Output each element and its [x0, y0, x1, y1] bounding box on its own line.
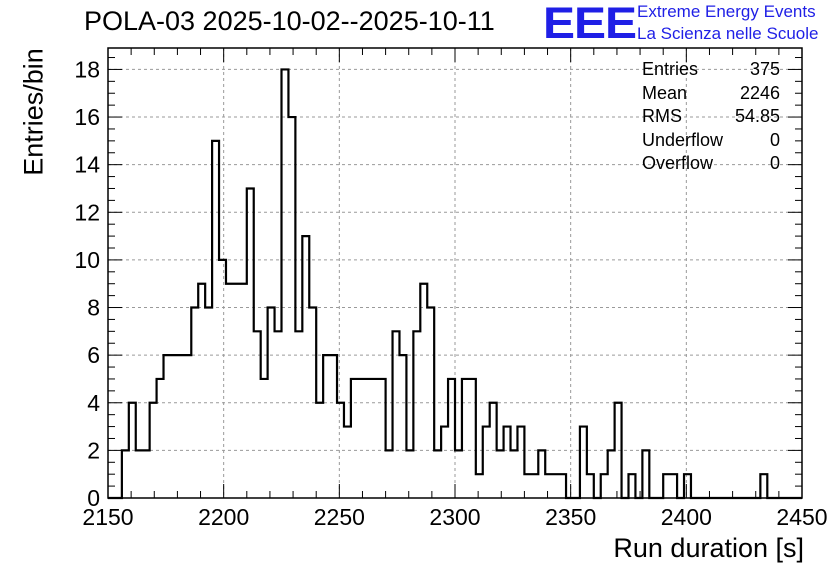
y-tick-label: 4 — [87, 390, 100, 416]
x-tick-label: 2450 — [776, 504, 827, 530]
stats-box: Entries 375 Mean 2246 RMS 54.85 Underflo… — [642, 58, 780, 176]
stat-value: 54.85 — [734, 106, 780, 126]
stat-underflow: Underflow 0 — [642, 129, 780, 153]
y-tick-label: 16 — [74, 104, 100, 130]
stat-label: Entries — [642, 59, 699, 79]
logo-line-2: La Scienza nelle Scuole — [637, 24, 819, 43]
y-tick-label: 0 — [87, 485, 100, 511]
y-tick-labels: 0 2 4 6 8 10 12 14 16 18 — [74, 56, 100, 511]
x-tick-label: 2150 — [82, 504, 133, 530]
stat-overflow: Overflow 0 — [642, 152, 780, 176]
chart-title: POLA-03 2025-10-02--2025-10-11 — [84, 6, 495, 36]
y-tick-label: 2 — [87, 437, 100, 463]
stat-label: Overflow — [642, 153, 714, 173]
y-tick-label: 10 — [74, 247, 100, 273]
stat-value: 375 — [749, 59, 780, 79]
grid-lines — [108, 48, 802, 498]
stat-entries: Entries 375 — [642, 58, 780, 82]
y-axis-label: Entries/bin — [18, 48, 49, 176]
stat-label: RMS — [642, 106, 682, 126]
y-tick-label: 12 — [74, 199, 100, 225]
logo-line-1: Extreme Energy Events — [637, 2, 816, 21]
x-axis-label: Run duration [s] — [613, 533, 804, 563]
y-tick-label: 18 — [74, 56, 100, 82]
x-tick-label: 2300 — [429, 504, 480, 530]
stat-label: Underflow — [642, 129, 724, 150]
x-tick-label: 2350 — [545, 504, 596, 530]
stat-value: 0 — [769, 153, 780, 173]
x-tick-labels: 2150 2200 2250 2300 2350 2400 2450 — [82, 504, 827, 530]
stat-rms: RMS 54.85 — [642, 105, 780, 129]
y-tick-label: 8 — [87, 295, 100, 321]
axis-ticks — [107, 48, 803, 499]
stat-mean: Mean 2246 — [642, 82, 780, 106]
y-tick-label: 6 — [87, 342, 100, 368]
y-tick-label: 14 — [74, 152, 100, 178]
x-tick-label: 2400 — [661, 504, 712, 530]
eee-logo: EEE — [543, 0, 637, 48]
stat-label: Mean — [642, 82, 688, 103]
stat-value: 2246 — [739, 82, 780, 103]
x-tick-label: 2250 — [314, 504, 365, 530]
stat-value: 0 — [769, 129, 780, 150]
x-tick-label: 2200 — [198, 504, 249, 530]
